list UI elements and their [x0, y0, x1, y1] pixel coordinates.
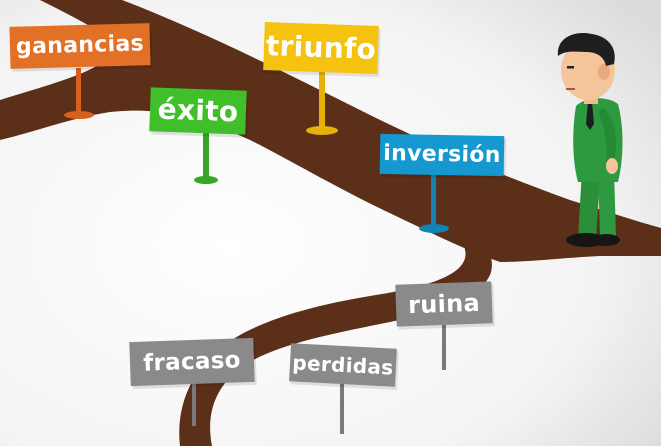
signpost-base: [306, 126, 338, 135]
signpost-base: [64, 111, 94, 119]
sign-perdidas: perdidas: [289, 343, 397, 387]
signpost-pole: [340, 378, 344, 434]
signpost-pole: [319, 70, 325, 130]
signpost-base: [194, 176, 218, 184]
tree-branch-lower: [179, 200, 492, 446]
sign-exito: éxito: [149, 87, 247, 135]
businessman-figure: [557, 32, 623, 247]
sign-triunfo: triunfo: [263, 22, 379, 74]
signpost-pole: [442, 312, 446, 370]
signpost-base: [419, 224, 449, 233]
sign-ganancias: ganancias: [9, 23, 151, 69]
signpost-pole: [431, 170, 436, 228]
signpost-pole: [76, 68, 81, 116]
sign-inversion: inversión: [379, 133, 505, 177]
signpost-pole: [192, 380, 196, 426]
sign-fracaso: fracaso: [129, 337, 255, 387]
sign-ruina: ruina: [395, 281, 493, 327]
signpost-pole: [203, 130, 209, 180]
